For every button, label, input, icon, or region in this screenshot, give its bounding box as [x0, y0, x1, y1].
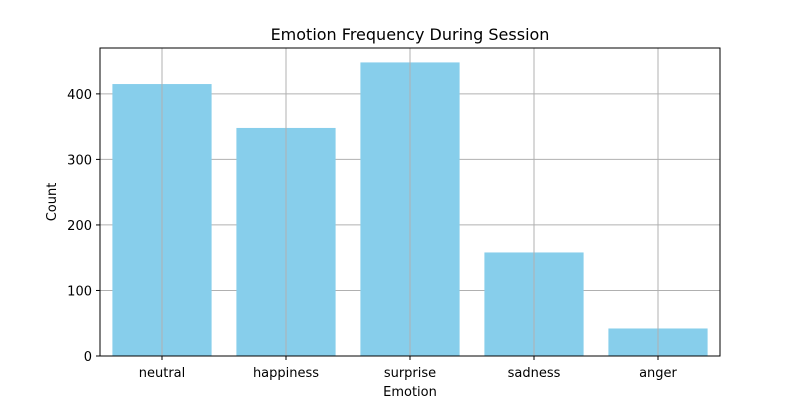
x-tick-label: surprise — [384, 366, 436, 381]
x-axis-ticks: neutral happiness surprise sadness anger — [139, 356, 678, 381]
chart-title: Emotion Frequency During Session — [271, 25, 550, 44]
x-tick-label: sadness — [508, 366, 561, 381]
x-tick-label: neutral — [139, 366, 186, 381]
x-tick-label: anger — [639, 366, 677, 381]
y-tick-label: 400 — [67, 88, 92, 103]
grid-lines-overlay — [161, 48, 659, 356]
y-tick-label: 100 — [67, 284, 92, 299]
y-tick-label: 200 — [67, 219, 92, 234]
x-axis-label: Emotion — [383, 385, 437, 400]
y-axis-ticks: 0 100 200 300 400 — [67, 88, 100, 365]
y-axis-label: Count — [45, 183, 60, 222]
y-tick-label: 300 — [67, 153, 92, 168]
y-tick-label: 0 — [84, 350, 92, 365]
x-tick-label: happiness — [253, 366, 319, 381]
